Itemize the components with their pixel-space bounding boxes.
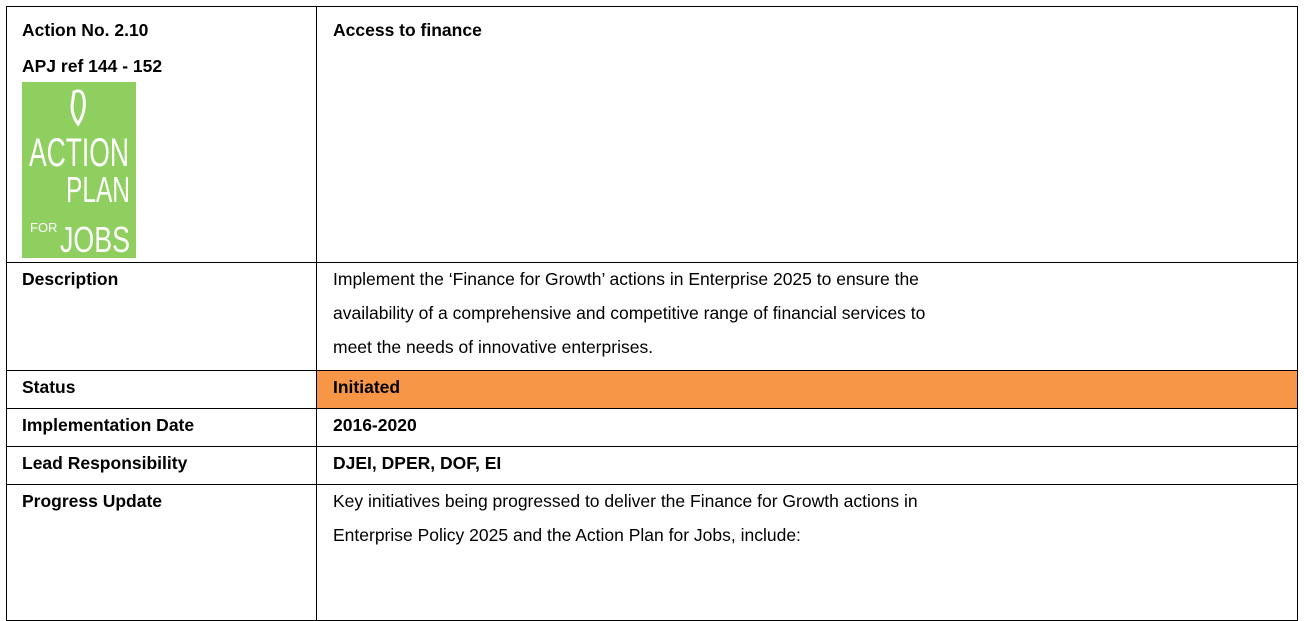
row-value: DJEI, DPER, DOF, EI: [333, 453, 502, 473]
logo-text: FOR: [30, 220, 57, 235]
header-right-cell: [316, 6, 1298, 263]
document: Action No. 2.10 APJ ref 144 - 152 Access…: [6, 6, 1298, 621]
row-text: Enterprise Policy 2025 and the Action Pl…: [333, 525, 801, 545]
logo-background: [22, 82, 136, 258]
row-label: Status: [22, 377, 76, 397]
action-title: Access to finance: [333, 20, 482, 40]
logo: ACTION PLAN FOR JOBS: [22, 82, 136, 258]
row-label: Lead Responsibility: [22, 453, 188, 473]
row-value: 2016-2020: [333, 415, 417, 435]
value-cell: [316, 408, 1298, 447]
row-label: Progress Update: [22, 491, 163, 511]
row-value: Initiated: [333, 377, 401, 397]
logo-text: ACTION: [29, 131, 129, 175]
value-cell: [316, 370, 1298, 409]
logo-text: PLAN: [66, 169, 130, 210]
row-label: Description: [22, 269, 119, 289]
logo-text: JOBS: [60, 219, 130, 258]
row-text: availability of a comprehensive and comp…: [333, 303, 926, 323]
action-number: Action No. 2.10: [22, 20, 149, 40]
apj-reference: APJ ref 144 - 152: [22, 56, 163, 76]
row-text: Implement the ‘Finance for Growth’ actio…: [333, 269, 919, 289]
row-text: Key initiatives being progressed to deli…: [333, 491, 918, 511]
row-text: meet the needs of innovative enterprises…: [333, 337, 654, 357]
row-label: Implementation Date: [22, 415, 195, 435]
harp-icon: [70, 89, 86, 127]
